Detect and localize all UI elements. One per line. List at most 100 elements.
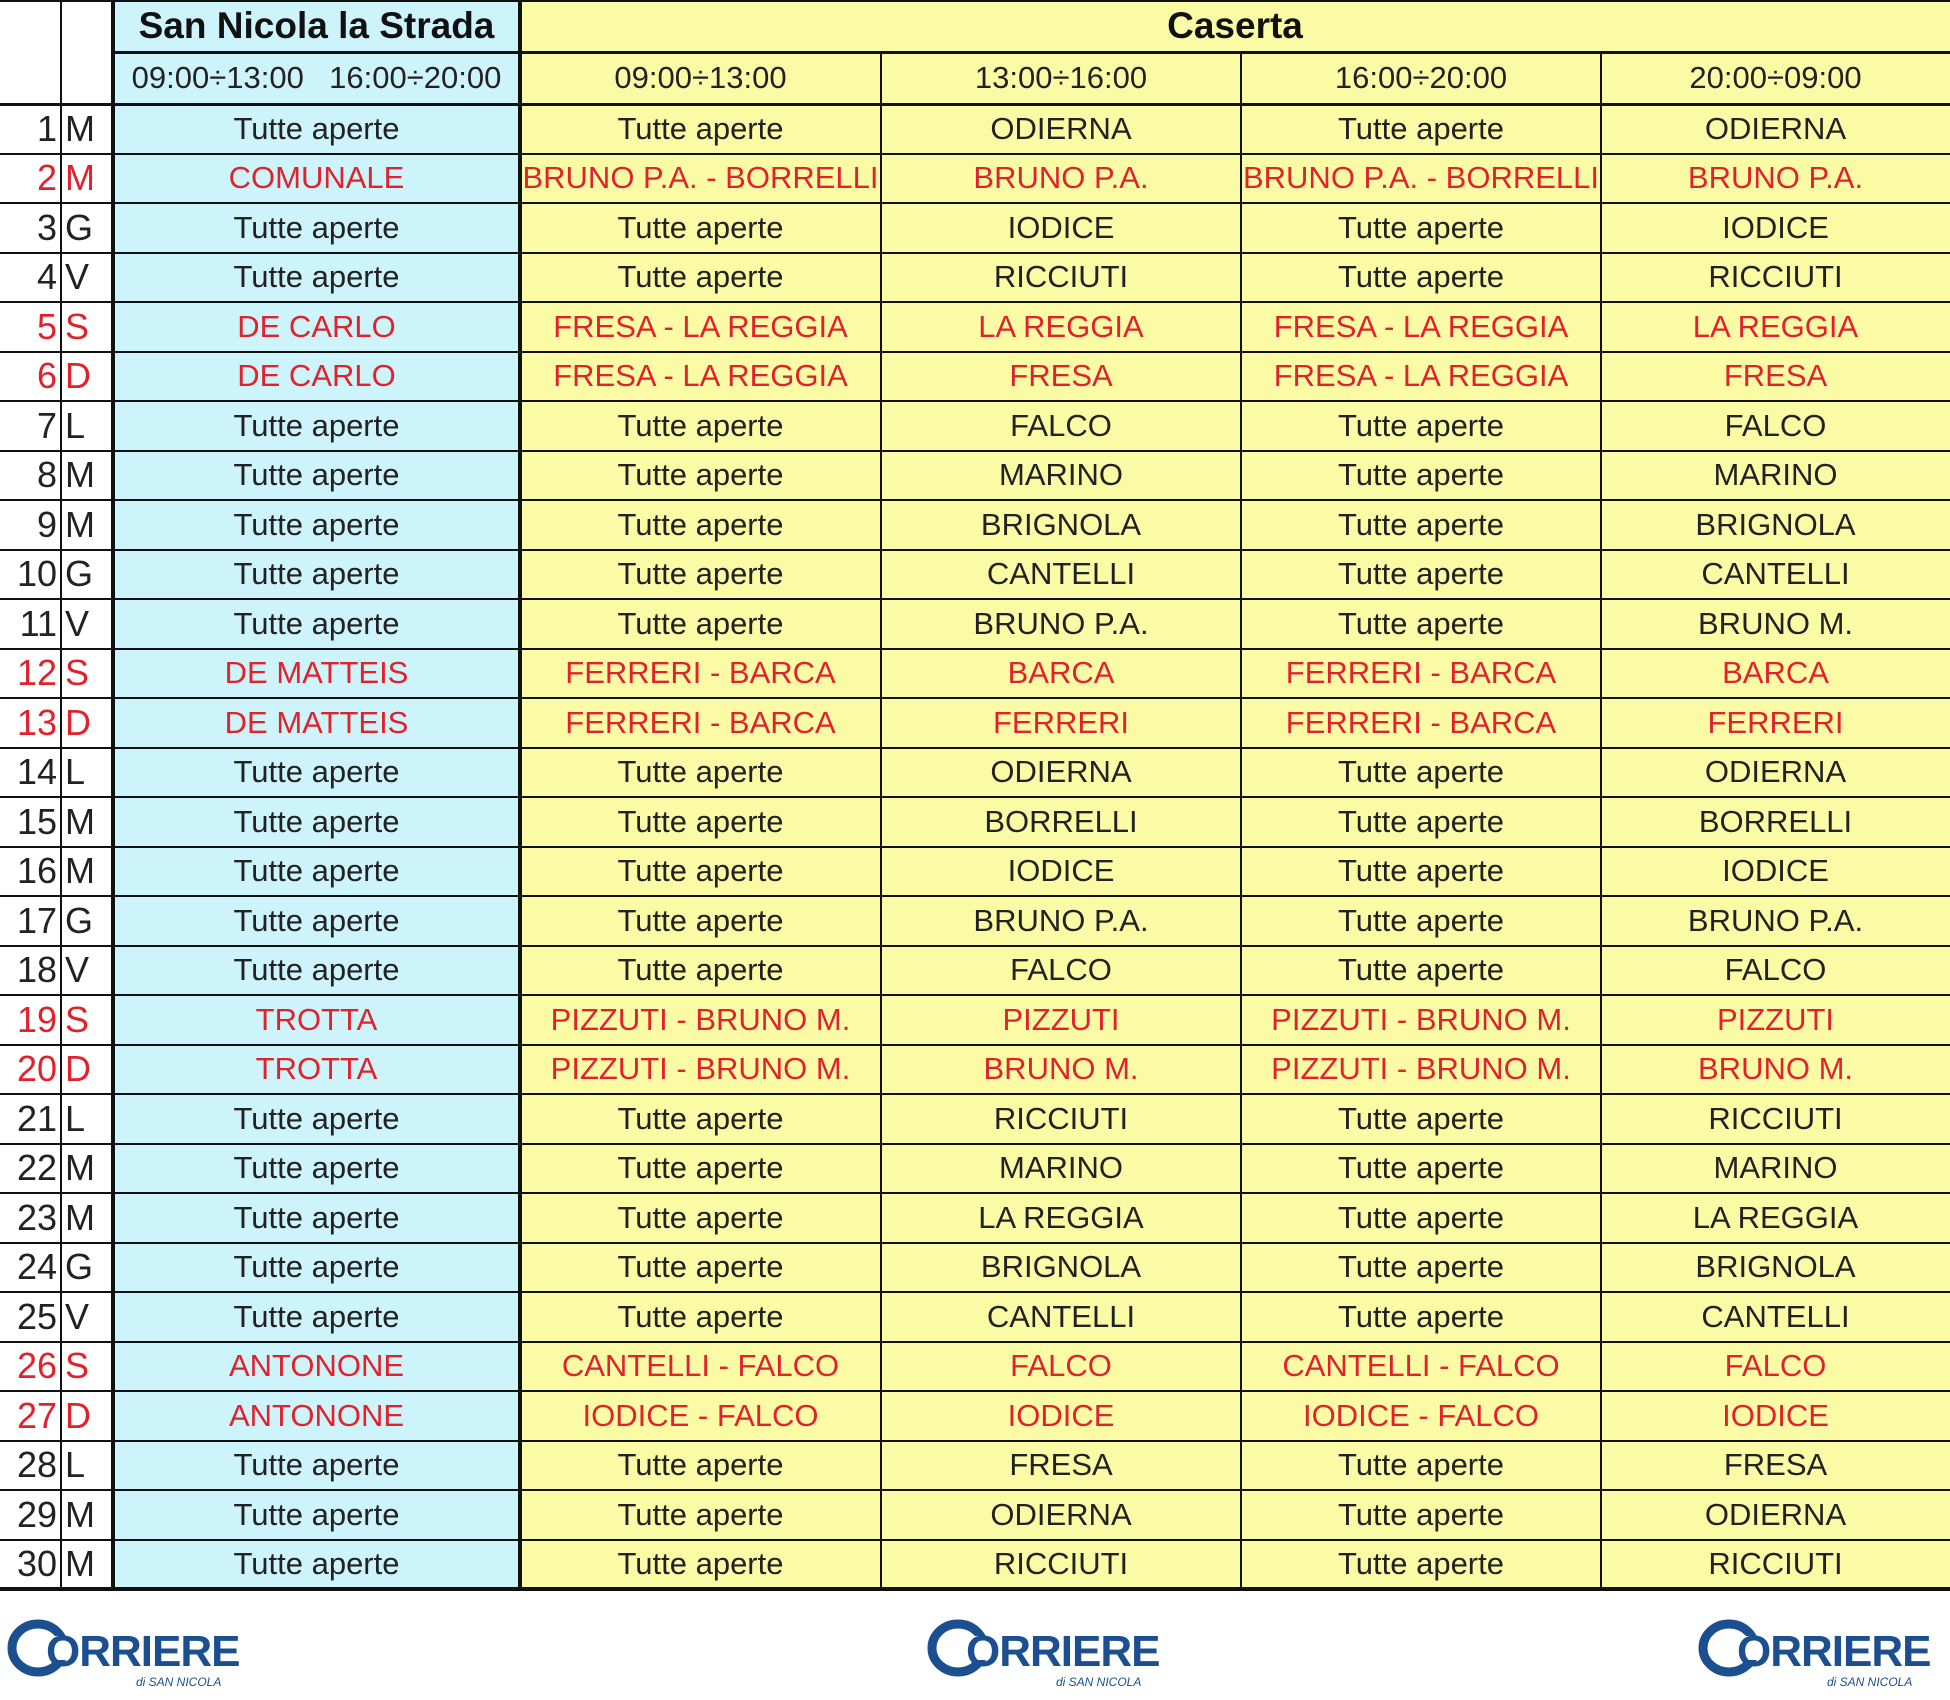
caserta-pharmacy: BRUNO P.A. (881, 896, 1241, 946)
caserta-pharmacy: Tutte aperte (1241, 1490, 1601, 1540)
caserta-pharmacy: RICCIUTI (881, 1094, 1241, 1144)
svg-text:di SAN NICOLA: di SAN NICOLA (1827, 1675, 1912, 1689)
caserta-pharmacy: IODICE - FALCO (1241, 1391, 1601, 1441)
san-nicola-pharmacy: COMUNALE (113, 153, 520, 203)
caserta-pharmacy: Tutte aperte (520, 401, 881, 451)
grid-line-bottom (0, 1587, 1950, 1591)
caserta-pharmacy: PIZZUTI - BRUNO M. (520, 1044, 881, 1094)
caserta-pharmacy: RICCIUTI (1601, 1539, 1950, 1589)
corriere-logo: ORRIERE di SAN NICOLA (926, 1618, 1176, 1695)
san-nicola-pharmacy: Tutte aperte (113, 203, 520, 253)
san-nicola-pharmacy: Tutte aperte (113, 401, 520, 451)
caserta-pharmacy: Tutte aperte (1241, 1539, 1601, 1589)
weekday-letter: L (61, 401, 113, 451)
caserta-pharmacy: CANTELLI (1601, 1292, 1950, 1342)
day-number: 6 (0, 351, 61, 401)
day-number: 27 (0, 1391, 61, 1441)
caserta-pharmacy: BRIGNOLA (881, 1242, 1241, 1292)
caserta-pharmacy: MARINO (1601, 1143, 1950, 1193)
grid-line-row (0, 1439, 1950, 1442)
weekday-letter: D (61, 1044, 113, 1094)
day-number: 4 (0, 252, 61, 302)
weekday-letter: S (61, 995, 113, 1045)
caserta-pharmacy: Tutte aperte (1241, 797, 1601, 847)
grid-line-row (0, 301, 1950, 303)
san-nicola-pharmacy: Tutte aperte (113, 1193, 520, 1243)
san-nicola-time-header: 09:00÷13:00 16:00÷20:00 (113, 52, 520, 104)
caserta-pharmacy: CANTELLI - FALCO (520, 1341, 881, 1391)
svg-text:ORRIERE: ORRIERE (46, 1627, 239, 1676)
weekday-letter: M (61, 450, 113, 500)
caserta-pharmacy: Tutte aperte (520, 1440, 881, 1490)
caserta-pharmacy: BORRELLI (881, 797, 1241, 847)
weekday-letter: D (61, 698, 113, 748)
caserta-pharmacy: MARINO (1601, 450, 1950, 500)
caserta-pharmacy: BRIGNOLA (881, 500, 1241, 550)
day-number: 22 (0, 1143, 61, 1193)
day-number: 13 (0, 698, 61, 748)
weekday-letter: V (61, 945, 113, 995)
caserta-pharmacy: RICCIUTI (1601, 252, 1950, 302)
grid-line-row (0, 1489, 1950, 1491)
grid-line-row (0, 746, 1950, 749)
caserta-pharmacy: IODICE (1601, 846, 1950, 896)
weekday-letter: M (61, 104, 113, 154)
caserta-pharmacy: FALCO (1601, 945, 1950, 995)
grid-line-row (0, 1390, 1950, 1392)
grid-line-header-bottom (0, 103, 1950, 106)
caserta-pharmacy: ODIERNA (1601, 1490, 1950, 1540)
grid-line-col (1240, 52, 1242, 1589)
caserta-pharmacy: Tutte aperte (520, 252, 881, 302)
caserta-time-header: 16:00÷20:00 (1241, 52, 1601, 104)
caserta-pharmacy: BRUNO P.A. - BORRELLI (520, 153, 881, 203)
san-nicola-pharmacy: Tutte aperte (113, 1440, 520, 1490)
san-nicola-pharmacy: ANTONONE (113, 1391, 520, 1441)
caserta-pharmacy: Tutte aperte (520, 500, 881, 550)
caserta-pharmacy: BARCA (1601, 648, 1950, 698)
weekday-letter: G (61, 1242, 113, 1292)
caserta-pharmacy: IODICE (881, 203, 1241, 253)
san-nicola-time-slot: 09:00÷13:00 (131, 60, 304, 95)
grid-line-row (0, 350, 1950, 353)
caserta-pharmacy: Tutte aperte (1241, 104, 1601, 154)
corriere-logo: ORRIERE di SAN NICOLA (1697, 1618, 1947, 1695)
caserta-pharmacy: BRUNO P.A. (1601, 896, 1950, 946)
caserta-pharmacy: Tutte aperte (520, 1094, 881, 1144)
caserta-pharmacy: PIZZUTI - BRUNO M. (1241, 1044, 1601, 1094)
day-number: 14 (0, 747, 61, 797)
caserta-pharmacy: BRIGNOLA (1601, 500, 1950, 550)
day-number: 9 (0, 500, 61, 550)
caserta-pharmacy: Tutte aperte (520, 599, 881, 649)
caserta-pharmacy: LA REGGIA (1601, 1193, 1950, 1243)
grid-line-col (60, 0, 62, 1589)
caserta-pharmacy: IODICE - FALCO (520, 1391, 881, 1441)
grid-line-row (0, 400, 1950, 402)
caserta-pharmacy: Tutte aperte (520, 846, 881, 896)
caserta-pharmacy: Tutte aperte (520, 104, 881, 154)
caserta-pharmacy: Tutte aperte (1241, 1193, 1601, 1243)
caserta-pharmacy: FERRERI (881, 698, 1241, 748)
pharmacy-schedule-table: San Nicola la Strada Caserta 09:00÷13:00 16… (0, 0, 1950, 1591)
weekday-letter: L (61, 1094, 113, 1144)
weekday-letter: M (61, 1490, 113, 1540)
san-nicola-pharmacy: Tutte aperte (113, 450, 520, 500)
svg-text:di SAN NICOLA: di SAN NICOLA (1056, 1675, 1141, 1689)
day-number: 21 (0, 1094, 61, 1144)
grid-line-row (0, 499, 1950, 501)
caserta-pharmacy: BORRELLI (1601, 797, 1950, 847)
grid-line-row (0, 895, 1950, 897)
caserta-pharmacy: IODICE (881, 1391, 1241, 1441)
san-nicola-pharmacy: Tutte aperte (113, 1242, 520, 1292)
caserta-pharmacy: BRUNO M. (1601, 1044, 1950, 1094)
weekday-letter: M (61, 500, 113, 550)
svg-text:di SAN NICOLA: di SAN NICOLA (136, 1675, 221, 1689)
san-nicola-pharmacy: Tutte aperte (113, 1094, 520, 1144)
caserta-pharmacy: BRUNO M. (881, 1044, 1241, 1094)
san-nicola-pharmacy: DE CARLO (113, 351, 520, 401)
caserta-pharmacy: Tutte aperte (1241, 450, 1601, 500)
san-nicola-title: San Nicola la Strada (113, 0, 520, 52)
caserta-pharmacy: Tutte aperte (1241, 1094, 1601, 1144)
grid-line-top (0, 0, 1950, 2)
caserta-pharmacy: BRUNO P.A. (881, 599, 1241, 649)
grid-line-col (880, 52, 882, 1589)
